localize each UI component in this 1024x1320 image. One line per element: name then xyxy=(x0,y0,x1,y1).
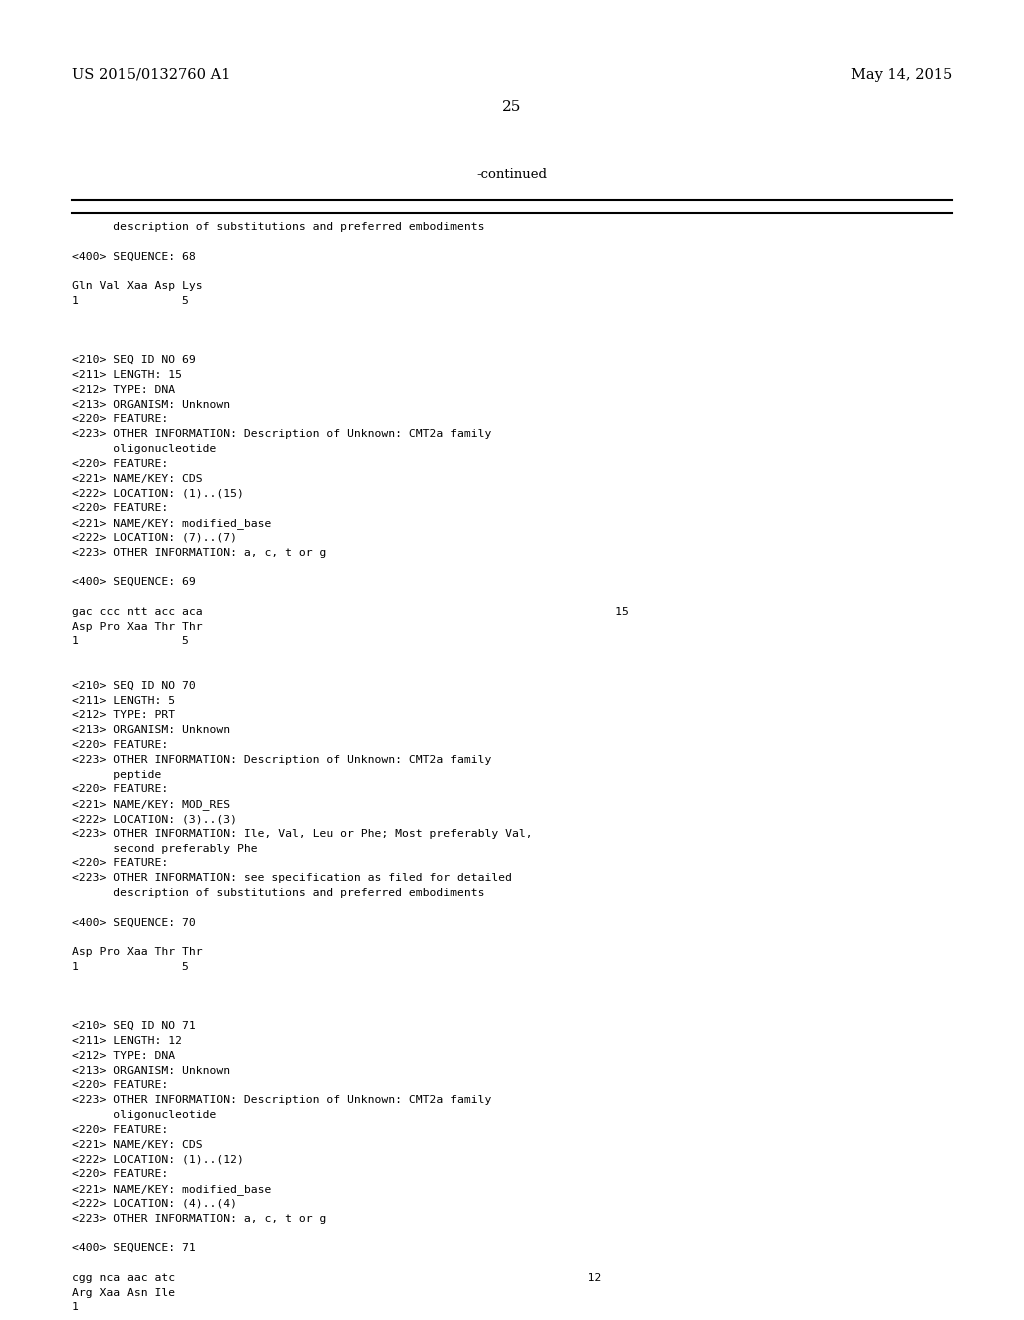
Text: <212> TYPE: DNA: <212> TYPE: DNA xyxy=(72,385,175,395)
Text: <212> TYPE: PRT: <212> TYPE: PRT xyxy=(72,710,175,721)
Text: <221> NAME/KEY: modified_base: <221> NAME/KEY: modified_base xyxy=(72,517,271,529)
Text: Asp Pro Xaa Thr Thr: Asp Pro Xaa Thr Thr xyxy=(72,622,203,631)
Text: Asp Pro Xaa Thr Thr: Asp Pro Xaa Thr Thr xyxy=(72,948,203,957)
Text: <220> FEATURE:: <220> FEATURE: xyxy=(72,459,168,469)
Text: <211> LENGTH: 12: <211> LENGTH: 12 xyxy=(72,1036,182,1045)
Text: <400> SEQUENCE: 68: <400> SEQUENCE: 68 xyxy=(72,252,196,261)
Text: <220> FEATURE:: <220> FEATURE: xyxy=(72,1125,168,1135)
Text: May 14, 2015: May 14, 2015 xyxy=(851,69,952,82)
Text: <220> FEATURE:: <220> FEATURE: xyxy=(72,1170,168,1179)
Text: <210> SEQ ID NO 70: <210> SEQ ID NO 70 xyxy=(72,681,196,690)
Text: 1               5: 1 5 xyxy=(72,636,188,647)
Text: <223> OTHER INFORMATION: a, c, t or g: <223> OTHER INFORMATION: a, c, t or g xyxy=(72,1213,327,1224)
Text: <210> SEQ ID NO 71: <210> SEQ ID NO 71 xyxy=(72,1022,196,1031)
Text: <220> FEATURE:: <220> FEATURE: xyxy=(72,784,168,795)
Text: <400> SEQUENCE: 71: <400> SEQUENCE: 71 xyxy=(72,1243,196,1253)
Text: 1: 1 xyxy=(72,1303,79,1312)
Text: <211> LENGTH: 5: <211> LENGTH: 5 xyxy=(72,696,175,706)
Text: 1               5: 1 5 xyxy=(72,962,188,972)
Text: <220> FEATURE:: <220> FEATURE: xyxy=(72,503,168,513)
Text: <223> OTHER INFORMATION: a, c, t or g: <223> OTHER INFORMATION: a, c, t or g xyxy=(72,548,327,557)
Text: peptide: peptide xyxy=(72,770,162,780)
Text: description of substitutions and preferred embodiments: description of substitutions and preferr… xyxy=(72,222,484,232)
Text: US 2015/0132760 A1: US 2015/0132760 A1 xyxy=(72,69,230,82)
Text: <221> NAME/KEY: MOD_RES: <221> NAME/KEY: MOD_RES xyxy=(72,799,230,810)
Text: <223> OTHER INFORMATION: Description of Unknown: CMT2a family: <223> OTHER INFORMATION: Description of … xyxy=(72,1096,492,1105)
Text: <222> LOCATION: (1)..(12): <222> LOCATION: (1)..(12) xyxy=(72,1155,244,1164)
Text: <210> SEQ ID NO 69: <210> SEQ ID NO 69 xyxy=(72,355,196,366)
Text: Arg Xaa Asn Ile: Arg Xaa Asn Ile xyxy=(72,1287,175,1298)
Text: <213> ORGANISM: Unknown: <213> ORGANISM: Unknown xyxy=(72,1065,230,1076)
Text: <211> LENGTH: 15: <211> LENGTH: 15 xyxy=(72,370,182,380)
Text: Gln Val Xaa Asp Lys: Gln Val Xaa Asp Lys xyxy=(72,281,203,292)
Text: <220> FEATURE:: <220> FEATURE: xyxy=(72,858,168,869)
Text: <222> LOCATION: (1)..(15): <222> LOCATION: (1)..(15) xyxy=(72,488,244,499)
Text: -continued: -continued xyxy=(476,168,548,181)
Text: <222> LOCATION: (3)..(3): <222> LOCATION: (3)..(3) xyxy=(72,814,237,824)
Text: <220> FEATURE:: <220> FEATURE: xyxy=(72,1080,168,1090)
Text: <220> FEATURE:: <220> FEATURE: xyxy=(72,741,168,750)
Text: <222> LOCATION: (4)..(4): <222> LOCATION: (4)..(4) xyxy=(72,1199,237,1209)
Text: <220> FEATURE:: <220> FEATURE: xyxy=(72,414,168,425)
Text: <400> SEQUENCE: 69: <400> SEQUENCE: 69 xyxy=(72,577,196,587)
Text: oligonucleotide: oligonucleotide xyxy=(72,1110,216,1119)
Text: <221> NAME/KEY: CDS: <221> NAME/KEY: CDS xyxy=(72,474,203,483)
Text: <221> NAME/KEY: modified_base: <221> NAME/KEY: modified_base xyxy=(72,1184,271,1195)
Text: <222> LOCATION: (7)..(7): <222> LOCATION: (7)..(7) xyxy=(72,533,237,543)
Text: <213> ORGANISM: Unknown: <213> ORGANISM: Unknown xyxy=(72,400,230,409)
Text: <223> OTHER INFORMATION: Description of Unknown: CMT2a family: <223> OTHER INFORMATION: Description of … xyxy=(72,755,492,764)
Text: gac ccc ntt acc aca                                                            1: gac ccc ntt acc aca 1 xyxy=(72,607,629,616)
Text: 1               5: 1 5 xyxy=(72,296,188,306)
Text: second preferably Phe: second preferably Phe xyxy=(72,843,258,854)
Text: <221> NAME/KEY: CDS: <221> NAME/KEY: CDS xyxy=(72,1139,203,1150)
Text: <213> ORGANISM: Unknown: <213> ORGANISM: Unknown xyxy=(72,725,230,735)
Text: <400> SEQUENCE: 70: <400> SEQUENCE: 70 xyxy=(72,917,196,928)
Text: <223> OTHER INFORMATION: see specification as filed for detailed: <223> OTHER INFORMATION: see specificati… xyxy=(72,874,512,883)
Text: <223> OTHER INFORMATION: Ile, Val, Leu or Phe; Most preferably Val,: <223> OTHER INFORMATION: Ile, Val, Leu o… xyxy=(72,829,532,838)
Text: 25: 25 xyxy=(503,100,521,114)
Text: <212> TYPE: DNA: <212> TYPE: DNA xyxy=(72,1051,175,1061)
Text: <223> OTHER INFORMATION: Description of Unknown: CMT2a family: <223> OTHER INFORMATION: Description of … xyxy=(72,429,492,440)
Text: description of substitutions and preferred embodiments: description of substitutions and preferr… xyxy=(72,888,484,898)
Text: cgg nca aac atc                                                            12: cgg nca aac atc 12 xyxy=(72,1272,601,1283)
Text: oligonucleotide: oligonucleotide xyxy=(72,444,216,454)
